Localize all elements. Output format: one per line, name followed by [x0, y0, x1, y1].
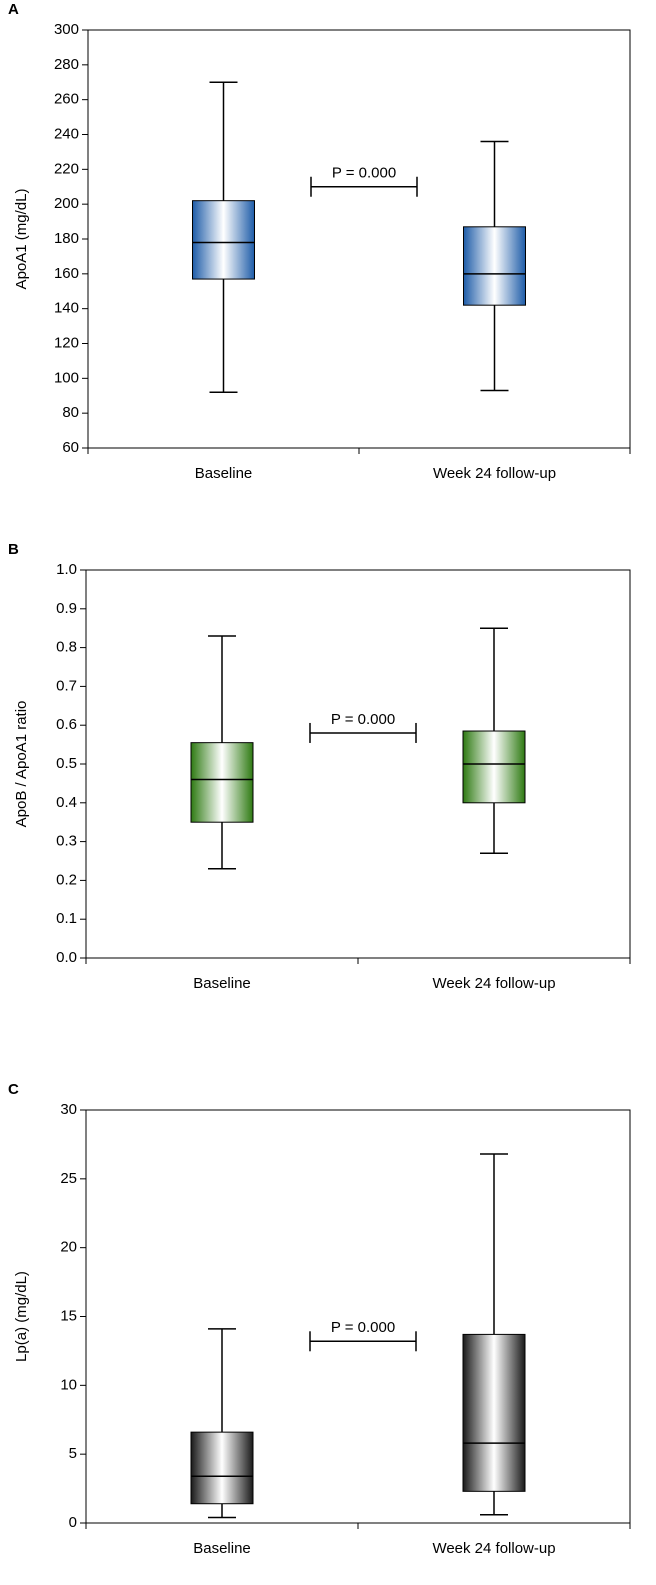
y-tick-label: 1.0	[56, 561, 77, 578]
y-tick-label: 0.6	[56, 716, 77, 733]
y-tick-label: 0.9	[56, 600, 77, 617]
y-tick-label: 180	[54, 230, 79, 247]
x-tick-label: Baseline	[195, 465, 253, 482]
y-tick-label: 20	[60, 1239, 77, 1256]
box	[462, 1333, 526, 1492]
y-tick-label: 300	[54, 21, 79, 38]
y-tick-label: 220	[54, 160, 79, 177]
y-tick-label: 280	[54, 56, 79, 73]
y-tick-label: 15	[60, 1307, 77, 1324]
box	[462, 730, 526, 804]
box	[190, 1431, 254, 1505]
p-value: P = 0.000	[332, 165, 396, 182]
plot-frame	[87, 29, 631, 449]
y-tick-label: 0	[69, 1514, 77, 1531]
y-axis-title: ApoA1 (mg/dL)	[13, 189, 30, 290]
y-tick-label: 160	[54, 265, 79, 282]
y-axis-title: ApoB / ApoA1 ratio	[13, 701, 30, 828]
y-tick-label: 80	[62, 404, 79, 421]
y-tick-label: 10	[60, 1376, 77, 1393]
y-tick-label: 0.2	[56, 871, 77, 888]
y-tick-label: 0.1	[56, 910, 77, 927]
y-tick-label: 0.5	[56, 755, 77, 772]
y-tick-label: 0.3	[56, 833, 77, 850]
plot-frame	[85, 1109, 631, 1524]
box	[190, 742, 254, 823]
p-value: P = 0.000	[331, 1319, 395, 1336]
box	[463, 226, 526, 306]
x-tick-label: Baseline	[193, 1540, 251, 1557]
plot-frame	[85, 569, 631, 959]
y-tick-label: 240	[54, 125, 79, 142]
p-value: P = 0.000	[331, 711, 395, 728]
y-axis-title: Lp(a) (mg/dL)	[13, 1271, 30, 1362]
y-tick-label: 0.8	[56, 639, 77, 656]
panel-label: A	[8, 1, 19, 18]
panel-label: B	[8, 541, 19, 558]
box	[192, 200, 255, 280]
y-tick-label: 25	[60, 1170, 77, 1187]
y-tick-label: 100	[54, 369, 79, 386]
x-tick-label: Week 24 follow-up	[432, 1540, 555, 1557]
y-tick-label: 0.0	[56, 949, 77, 966]
y-tick-label: 200	[54, 195, 79, 212]
x-tick-label: Week 24 follow-up	[433, 465, 556, 482]
x-tick-label: Baseline	[193, 975, 251, 992]
y-tick-label: 120	[54, 334, 79, 351]
y-tick-label: 260	[54, 91, 79, 108]
y-tick-label: 30	[60, 1101, 77, 1118]
x-tick-label: Week 24 follow-up	[432, 975, 555, 992]
panel-label: C	[8, 1081, 19, 1098]
y-tick-label: 60	[62, 439, 79, 456]
y-tick-label: 0.4	[56, 794, 77, 811]
y-tick-label: 0.7	[56, 677, 77, 694]
y-tick-label: 5	[69, 1445, 77, 1462]
y-tick-label: 140	[54, 300, 79, 317]
